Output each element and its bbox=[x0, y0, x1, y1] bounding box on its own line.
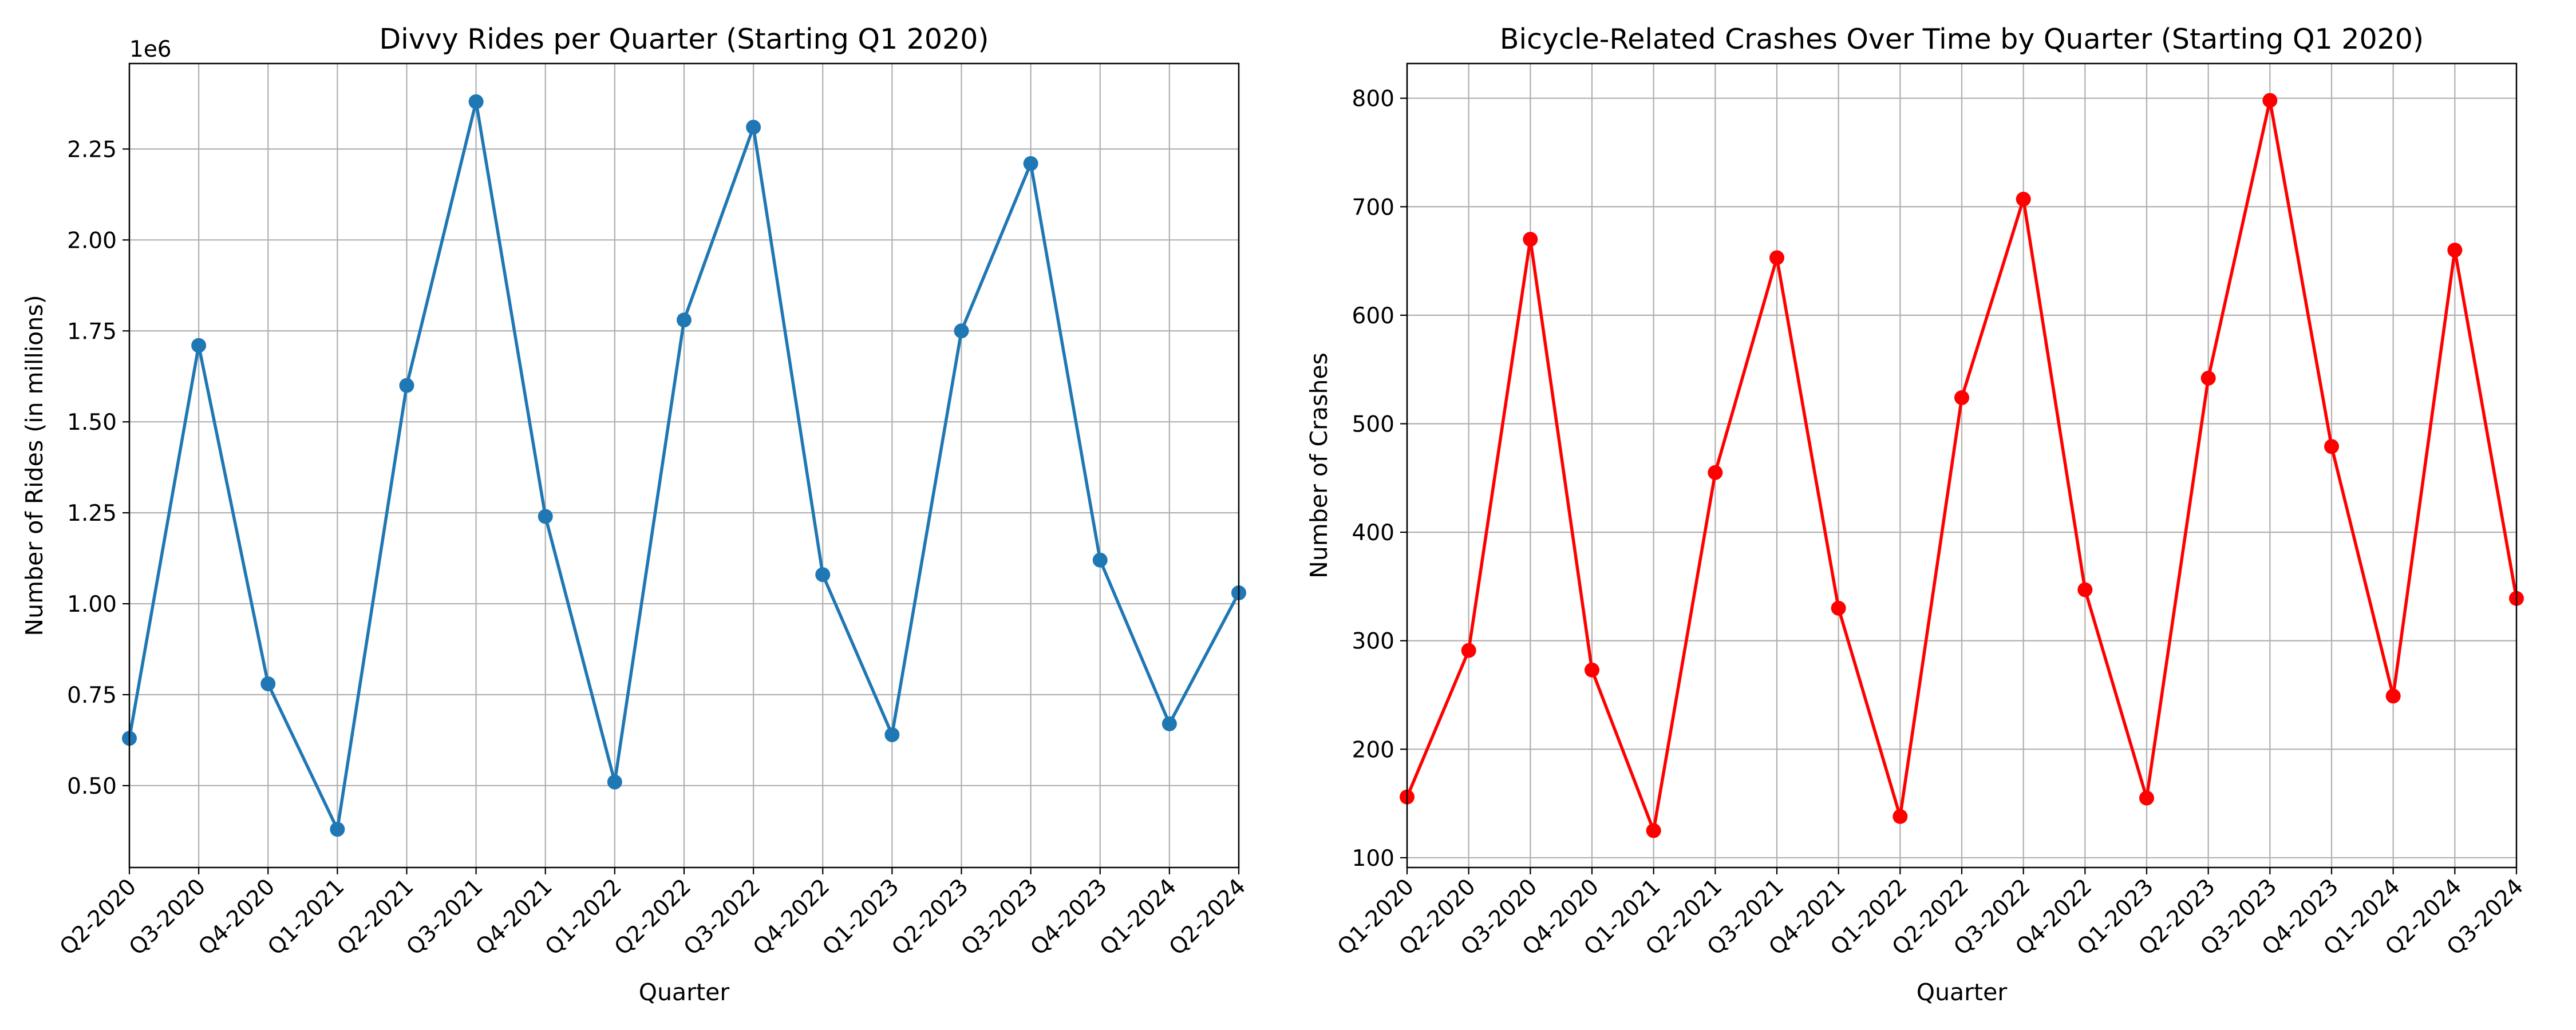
crashes-data-point bbox=[1646, 823, 1661, 838]
divvy-data-point bbox=[260, 676, 276, 691]
divvy-x-tick-label: Q4-2020 bbox=[193, 874, 280, 960]
divvy-y-ticks: 0.50 0.75 1.00 1.25 1.50 1.75 2.00 2.25 bbox=[67, 137, 129, 799]
crashes-chart-title: Bicycle-Related Crashes Over Time by Qua… bbox=[1500, 23, 2424, 56]
divvy-y-tick-label: 2.25 bbox=[67, 137, 117, 163]
crashes-grid bbox=[1406, 64, 2518, 867]
crashes-data-point bbox=[1708, 465, 1723, 480]
divvy-data-point bbox=[677, 312, 692, 328]
divvy-x-tick-label: Q1-2023 bbox=[817, 874, 904, 960]
divvy-y-offset-label: 1e6 bbox=[129, 37, 172, 62]
crashes-data-point bbox=[2447, 243, 2463, 258]
divvy-data-point bbox=[607, 774, 622, 790]
crashes-data-point bbox=[2139, 790, 2154, 806]
crashes-data-point bbox=[1769, 250, 1784, 266]
divvy-x-tick-label: Q2-2021 bbox=[332, 874, 418, 960]
crashes-data-point bbox=[2262, 93, 2278, 108]
divvy-series bbox=[122, 94, 1246, 837]
divvy-x-tick-label: Q4-2022 bbox=[748, 874, 835, 960]
divvy-x-tick-label: Q1-2022 bbox=[540, 874, 627, 960]
divvy-y-axis-label: Number of Rides (in millions) bbox=[21, 295, 48, 636]
crashes-data-point bbox=[2324, 439, 2339, 454]
crashes-y-tick-label: 800 bbox=[1352, 86, 1394, 112]
divvy-x-tick-label: Q3-2020 bbox=[124, 874, 211, 960]
crashes-data-point bbox=[1585, 662, 1599, 678]
divvy-y-tick-label: 0.50 bbox=[67, 774, 117, 799]
divvy-x-tick-label: Q3-2021 bbox=[401, 874, 488, 960]
divvy-data-point bbox=[399, 378, 414, 393]
crashes-data-point bbox=[2200, 370, 2216, 386]
divvy-data-point bbox=[1023, 156, 1038, 171]
divvy-x-tick-label: Q1-2024 bbox=[1095, 874, 1182, 960]
crashes-series bbox=[1400, 93, 2524, 838]
divvy-data-point bbox=[884, 727, 900, 742]
divvy-data-point bbox=[815, 567, 831, 583]
crashes-x-axis-label: Quarter bbox=[1917, 978, 2008, 1006]
divvy-x-tick-label: Q2-2023 bbox=[887, 874, 973, 960]
divvy-rides-chart: Q2-2020Q3-2020Q4-2020Q1-2021Q2-2021Q3-20… bbox=[21, 23, 1251, 1006]
divvy-data-point bbox=[330, 822, 345, 837]
divvy-x-tick-label: Q3-2022 bbox=[679, 874, 765, 960]
crashes-data-point bbox=[1954, 390, 1969, 405]
divvy-data-point bbox=[1092, 552, 1108, 568]
crashes-x-ticks: Q1-2020Q2-2020Q3-2020Q4-2020Q1-2021Q2-20… bbox=[1333, 867, 2528, 960]
divvy-x-tick-label: Q4-2021 bbox=[471, 874, 558, 960]
divvy-x-tick-label: Q2-2022 bbox=[610, 874, 696, 960]
crashes-data-point bbox=[2077, 582, 2093, 597]
crashes-y-tick-label: 600 bbox=[1352, 303, 1394, 329]
divvy-x-tick-label: Q3-2023 bbox=[956, 874, 1042, 960]
divvy-y-tick-label: 2.00 bbox=[67, 228, 117, 253]
crashes-y-ticks: 100 200 300 400 500 600 700 800 bbox=[1352, 86, 1407, 871]
crashes-data-point bbox=[1461, 643, 1476, 658]
crashes-data-point bbox=[1893, 809, 1908, 824]
crashes-y-tick-label: 300 bbox=[1352, 629, 1394, 655]
divvy-data-point bbox=[746, 120, 761, 135]
divvy-data-point bbox=[1161, 716, 1177, 731]
divvy-x-axis-label: Quarter bbox=[639, 978, 730, 1006]
divvy-x-tick-label: Q1-2021 bbox=[263, 874, 349, 960]
divvy-data-point bbox=[468, 94, 484, 109]
divvy-x-tick-label: Q2-2024 bbox=[1164, 874, 1251, 960]
crashes-data-point bbox=[2016, 192, 2031, 207]
divvy-chart-title: Divvy Rides per Quarter (Starting Q1 202… bbox=[379, 23, 989, 56]
crashes-y-axis-label: Number of Crashes bbox=[1305, 352, 1333, 579]
divvy-y-tick-label: 1.50 bbox=[67, 410, 117, 435]
crashes-chart: Q1-2020Q2-2020Q3-2020Q4-2020Q1-2021Q2-20… bbox=[1305, 23, 2528, 1006]
divvy-x-ticks: Q2-2020Q3-2020Q4-2020Q1-2021Q2-2021Q3-20… bbox=[55, 867, 1251, 960]
divvy-y-tick-label: 1.75 bbox=[67, 319, 117, 344]
divvy-y-tick-label: 0.75 bbox=[67, 683, 117, 708]
crashes-data-point bbox=[1831, 600, 1846, 616]
crashes-data-point bbox=[2385, 688, 2401, 704]
crashes-y-tick-label: 100 bbox=[1352, 846, 1394, 871]
crashes-y-tick-label: 400 bbox=[1352, 520, 1394, 546]
divvy-x-tick-label: Q2-2020 bbox=[55, 874, 141, 960]
divvy-y-tick-label: 1.25 bbox=[67, 501, 117, 526]
divvy-y-tick-label: 1.00 bbox=[67, 592, 117, 617]
divvy-data-point bbox=[191, 338, 207, 353]
divvy-grid bbox=[128, 64, 1240, 867]
divvy-data-point bbox=[954, 323, 969, 339]
crashes-y-tick-label: 200 bbox=[1352, 737, 1394, 763]
divvy-x-tick-label: Q4-2023 bbox=[1026, 874, 1112, 960]
crashes-y-tick-label: 700 bbox=[1352, 195, 1394, 220]
crashes-data-point bbox=[1523, 232, 1538, 247]
divvy-data-point bbox=[538, 509, 553, 524]
crashes-y-tick-label: 500 bbox=[1352, 412, 1394, 438]
